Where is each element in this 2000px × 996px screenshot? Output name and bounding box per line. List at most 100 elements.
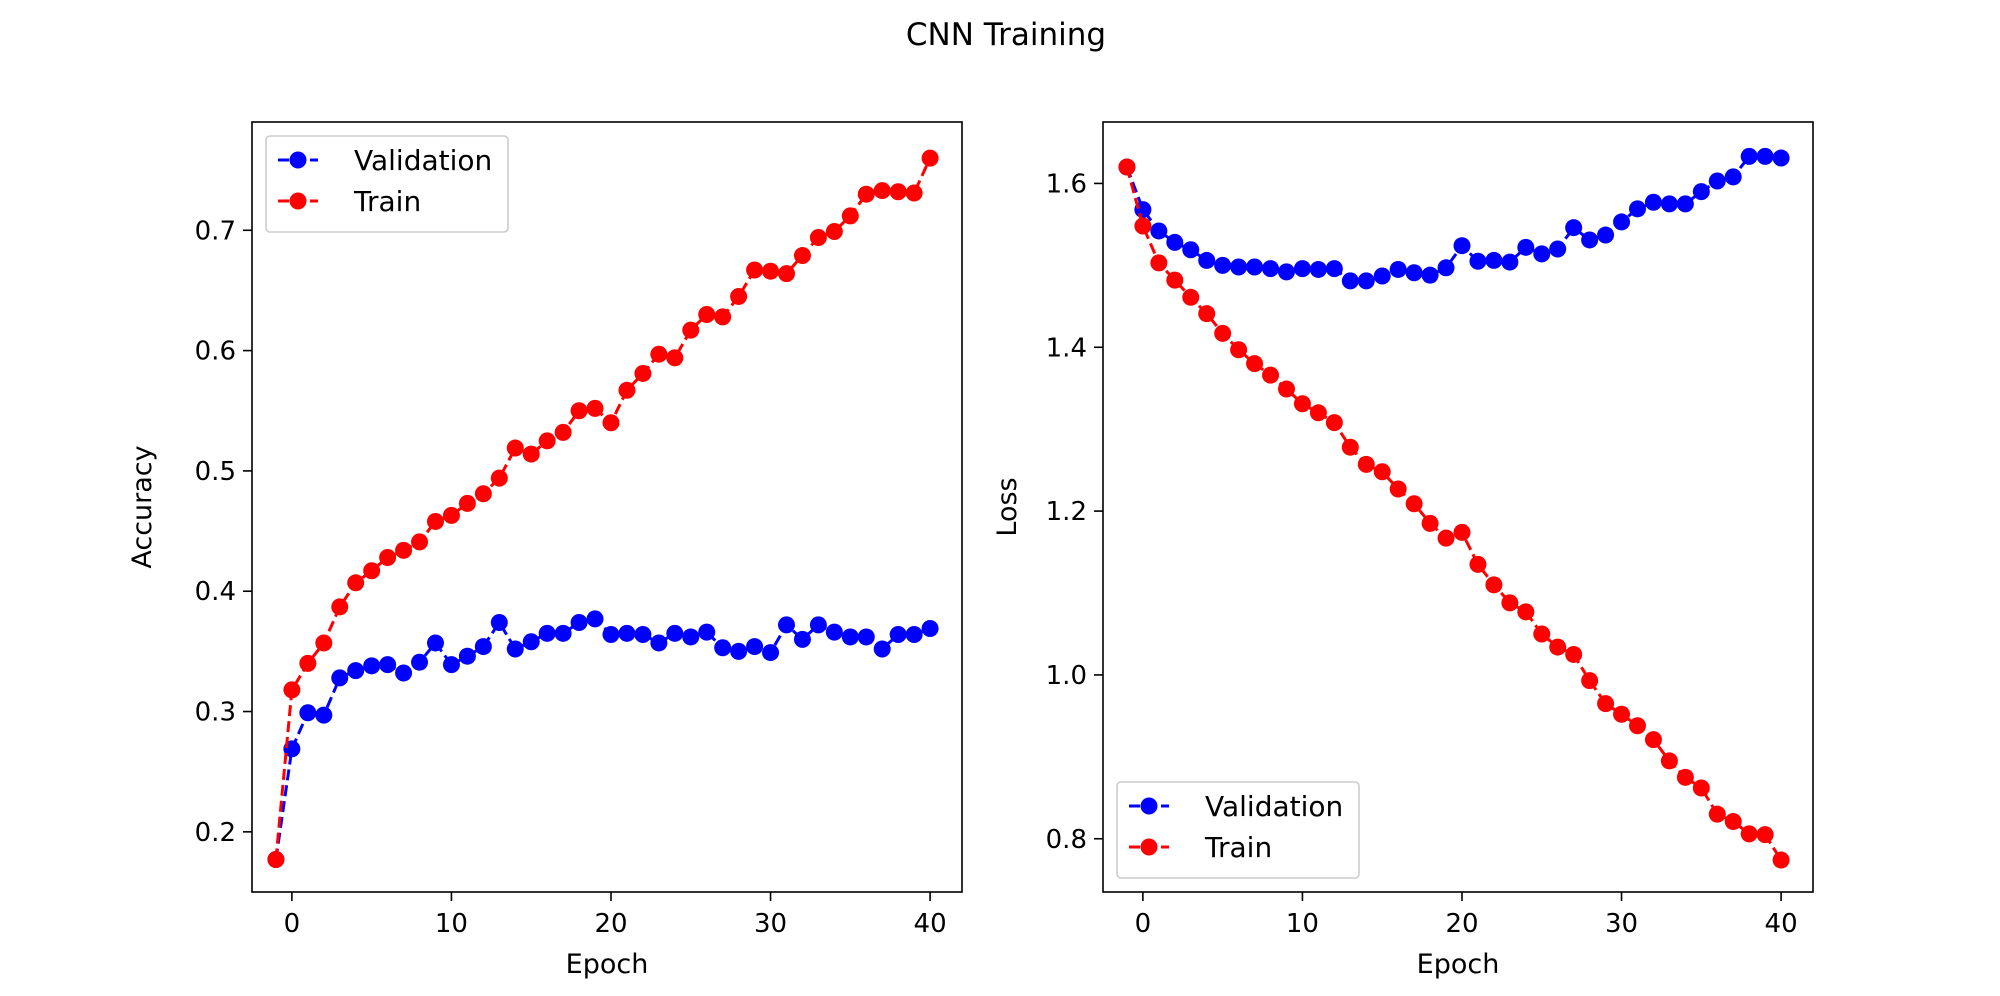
- data-point: [379, 549, 397, 567]
- series-train: [267, 149, 939, 869]
- data-point: [1692, 779, 1710, 797]
- data-point: [1230, 341, 1248, 359]
- data-point: [762, 262, 780, 280]
- data-point: [347, 662, 365, 680]
- data-point: [841, 207, 859, 225]
- data-point: [746, 638, 764, 656]
- data-point: [586, 399, 604, 417]
- y-tick-label: 1.0: [1046, 661, 1087, 691]
- data-point: [570, 402, 588, 420]
- data-point: [1357, 455, 1375, 473]
- data-point: [1533, 245, 1551, 263]
- data-point: [474, 485, 492, 503]
- legend: Validation Train: [265, 135, 509, 233]
- data-point: [602, 626, 620, 644]
- y-tick-label: 0.4: [195, 577, 236, 607]
- data-point: [698, 623, 716, 641]
- data-point: [905, 626, 923, 644]
- data-point: [873, 182, 891, 200]
- data-point: [1660, 195, 1678, 213]
- data-point: [1581, 672, 1599, 690]
- data-point: [1293, 395, 1311, 413]
- data-point: [921, 149, 939, 167]
- data-point: [793, 630, 811, 648]
- data-point: [746, 261, 764, 279]
- data-point: [1214, 256, 1232, 274]
- data-point: [1628, 717, 1646, 735]
- data-point: [570, 614, 588, 631]
- data-point: [299, 704, 317, 722]
- data-point: [1166, 271, 1184, 289]
- data-point: [1517, 603, 1535, 621]
- data-point: [650, 345, 668, 363]
- data-point: [1485, 576, 1503, 594]
- data-point: [1437, 529, 1455, 547]
- data-point: [1597, 695, 1615, 713]
- data-point: [1740, 825, 1758, 843]
- data-point: [347, 574, 365, 592]
- data-point: [1389, 260, 1407, 278]
- data-point: [458, 494, 476, 512]
- data-point: [1182, 288, 1200, 306]
- data-point: [1676, 195, 1694, 213]
- data-point: [618, 624, 636, 642]
- data-point: [1325, 260, 1343, 278]
- data-point: [682, 628, 700, 646]
- data-point: [1772, 851, 1790, 869]
- data-point: [299, 654, 317, 672]
- data-point: [1565, 645, 1583, 663]
- data-point: [315, 706, 333, 724]
- data-point: [1262, 260, 1280, 278]
- series-line: [1125, 154, 1782, 283]
- data-point: [426, 512, 444, 530]
- x-tick-label: 0: [284, 909, 301, 939]
- data-point: [889, 626, 907, 644]
- data-point: [490, 614, 508, 631]
- data-point: [1341, 272, 1359, 290]
- data-point: [1309, 404, 1327, 422]
- data-point: [809, 229, 827, 246]
- data-point: [1166, 233, 1184, 251]
- data-point: [1676, 768, 1694, 786]
- data-point: [1613, 213, 1631, 231]
- data-point: [1501, 253, 1519, 271]
- data-point: [730, 287, 748, 305]
- legend: Validation Train: [1116, 781, 1360, 879]
- data-point: [1421, 514, 1439, 532]
- chart-panel-1: 0 10 20 30 40 0.2 0.3 0.4 0.5 0.6 0.7 Epoch Accuracy…: [127, 121, 963, 980]
- data-point: [458, 647, 476, 665]
- data-point: [793, 247, 811, 265]
- data-point: [1405, 495, 1423, 513]
- y-tick-label: 0.8: [1046, 825, 1087, 855]
- data-point: [857, 185, 875, 203]
- data-point: [1628, 200, 1646, 218]
- data-point: [777, 265, 795, 283]
- data-point: [1405, 264, 1423, 282]
- data-point: [777, 616, 795, 634]
- data-point: [1277, 263, 1295, 281]
- legend-box: [265, 135, 509, 233]
- data-point: [1549, 240, 1567, 258]
- data-point: [1772, 149, 1790, 167]
- data-point: [634, 364, 652, 382]
- data-point: [395, 541, 413, 559]
- data-point: [315, 634, 333, 652]
- data-point: [554, 423, 572, 441]
- data-point: [1357, 272, 1375, 290]
- x-tick-label: 10: [435, 909, 468, 939]
- data-point: [762, 644, 780, 662]
- data-point: [650, 634, 668, 652]
- data-point: [1262, 366, 1280, 384]
- legend-box: [1116, 781, 1360, 879]
- data-point: [1469, 555, 1487, 573]
- data-point: [1150, 222, 1168, 240]
- x-axis-label: Epoch: [1417, 949, 1500, 980]
- x-axis-label: Epoch: [566, 949, 649, 980]
- data-point: [1309, 260, 1327, 278]
- data-point: [921, 620, 939, 638]
- data-point: [1692, 183, 1710, 201]
- legend-label: Train: [1204, 831, 1272, 864]
- data-point: [331, 669, 349, 687]
